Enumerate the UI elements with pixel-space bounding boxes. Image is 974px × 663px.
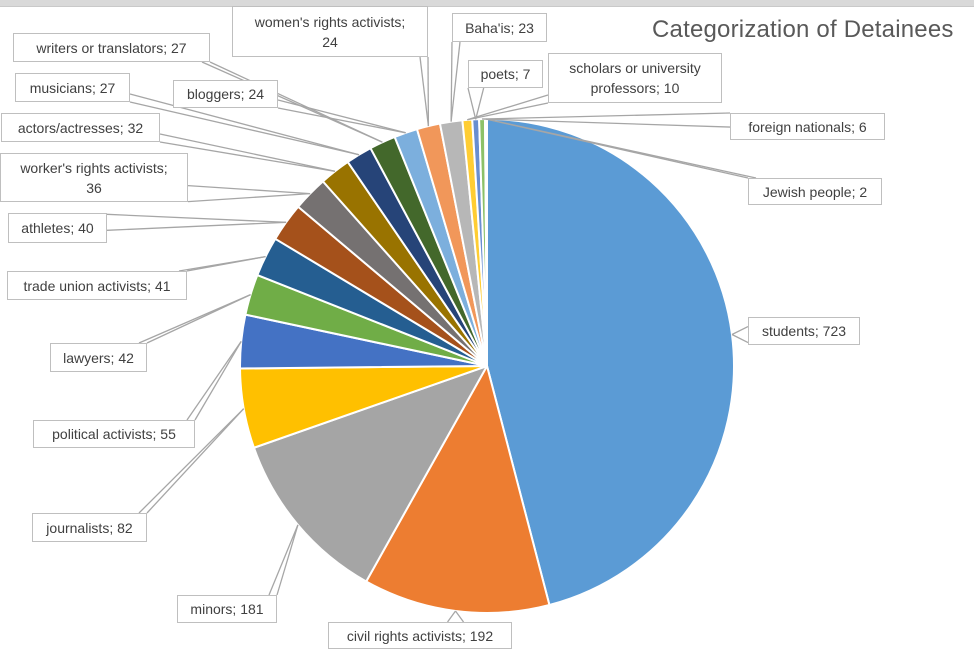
data-label-students: students; 723 (748, 317, 860, 345)
data-label-text: professors; 10 (590, 80, 680, 96)
data-label-trade-union-activists: trade union activists; 41 (7, 271, 187, 300)
leader-line-baha-is (450, 41, 461, 122)
data-label-text: lawyers; 42 (63, 349, 134, 366)
data-label-women-s-rights-activists: women's rights activists; 24 (232, 6, 428, 57)
data-label-poets: poets; 7 (468, 60, 543, 88)
leader-line-scholars-or-university-professors (467, 94, 549, 121)
data-label-bloggers: bloggers; 24 (173, 80, 278, 108)
data-label-text: Baha'is; 23 (465, 19, 534, 36)
leader-line-foreign-nationals (482, 112, 731, 120)
leader-line-musicians (129, 93, 360, 156)
leader-line-political-activists (194, 341, 242, 421)
data-label-foreign-nationals: foreign nationals; 6 (730, 113, 885, 140)
leader-line-civil-rights-activists (454, 610, 465, 623)
leader-line-worker-s-rights-activists (187, 184, 311, 195)
leader-line-athletes (106, 213, 287, 223)
data-label-actors-actresses: actors/actresses; 32 (1, 113, 160, 142)
data-label-text: political activists; 55 (52, 426, 176, 442)
data-label-text: worker's rights activists; (20, 159, 168, 176)
data-label-writers-or-translators: writers or translators; 27 (13, 33, 210, 62)
pie-slice-students (486, 118, 735, 606)
leader-line-jewish-people (485, 118, 757, 179)
data-label-text: foreign nationals; 6 (748, 118, 867, 135)
data-label-text: civil rights activists; 192 (346, 627, 494, 644)
data-label-text: scholars or university (569, 60, 701, 76)
chart-title: Categorization of Detainees (652, 16, 954, 43)
window-top-edge (0, 0, 974, 7)
leader-line-minors (268, 524, 299, 596)
data-label-text: poets; 7 (480, 66, 531, 82)
leader-line-students (731, 333, 749, 344)
data-label-text: 24 (322, 33, 338, 50)
leader-line-scholars-or-university-professors (467, 102, 549, 121)
data-label-political-activists: political activists; 55 (33, 420, 195, 448)
data-label-minors: minors; 181 (177, 595, 277, 623)
data-label-text: women's rights activists; (254, 13, 406, 30)
data-label-text: musicians; 27 (29, 79, 116, 96)
data-label-civil-rights-activists: civil rights activists; 192 (328, 622, 512, 649)
data-label-text: journalists; 82 (46, 519, 133, 536)
data-label-journalists: journalists; 82 (32, 513, 147, 542)
leader-line-writers-or-translators (209, 61, 383, 143)
leader-line-baha-is (450, 41, 453, 122)
leader-line-journalists (138, 408, 245, 514)
leader-line-bloggers (277, 99, 406, 134)
leader-line-women-s-rights-activists (419, 56, 430, 127)
leader-line-poets (467, 87, 477, 120)
data-label-text: students; 723 (761, 323, 847, 339)
data-label-worker-s-rights-activists: worker's rights activists; 36 (0, 153, 188, 202)
leader-line-musicians (129, 101, 360, 156)
leader-line-minors (276, 524, 299, 596)
data-label-lawyers: lawyers; 42 (50, 343, 147, 372)
leader-line-trade-union-activists (186, 255, 266, 272)
leader-line-journalists (146, 408, 245, 514)
data-label-musicians: musicians; 27 (15, 73, 130, 102)
data-label-athletes: athletes; 40 (8, 213, 107, 243)
data-label-jewish-people: Jewish people; 2 (748, 178, 882, 205)
leader-line-political-activists (186, 341, 242, 421)
leader-line-poets (475, 87, 485, 120)
data-label-text: athletes; 40 (21, 220, 94, 236)
data-label-text: 36 (86, 179, 102, 196)
leader-line-foreign-nationals (482, 118, 731, 128)
data-label-text: writers or translators; 27 (36, 39, 187, 56)
data-label-text: Jewish people; 2 (762, 183, 868, 200)
leader-line-worker-s-rights-activists (187, 192, 311, 203)
data-label-text: actors/actresses; 32 (17, 119, 144, 136)
pie-slice-civil-rights-activists (365, 365, 551, 614)
leader-line-lawyers (146, 294, 251, 344)
data-label-text: bloggers; 24 (186, 86, 265, 102)
leader-line-bloggers (277, 107, 406, 134)
leader-line-actors-actresses (159, 141, 336, 172)
leader-line-actors-actresses (159, 133, 336, 172)
data-label-scholars-or-university-professors: scholars or university professors; 10 (548, 53, 722, 103)
leader-line-athletes (106, 221, 287, 231)
pie-slice-minors (252, 365, 488, 583)
data-label-text: trade union activists; 41 (23, 277, 171, 294)
leader-line-civil-rights-activists (447, 610, 457, 623)
leader-line-students (731, 325, 749, 336)
data-label-baha-is: Baha'is; 23 (452, 13, 547, 42)
data-label-text: minors; 181 (190, 601, 264, 617)
